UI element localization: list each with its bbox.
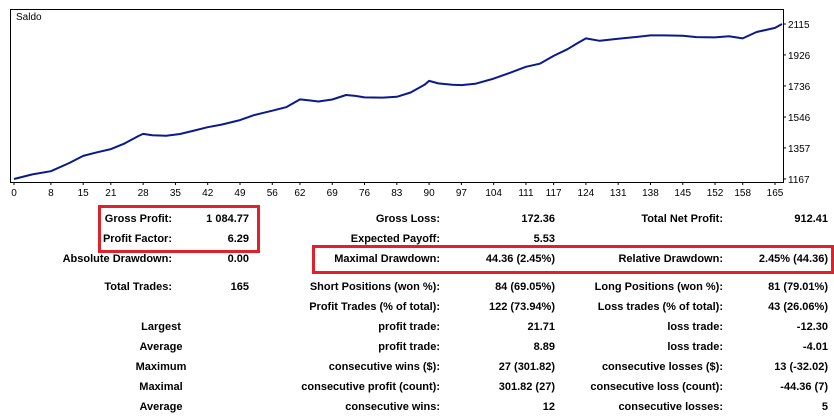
profit-trades-value: 122 (73.94%)	[488, 301, 555, 313]
y-tick-label: 1546	[788, 113, 811, 124]
y-tick-label: 1736	[788, 82, 811, 93]
max-cons-wins-value: 27 (301.82)	[498, 361, 555, 373]
x-tick-label: 76	[359, 188, 371, 199]
highlight-gross-profit-box	[98, 205, 260, 253]
x-tick-label: 83	[391, 188, 403, 199]
maximal-cons-loss-label: consecutive loss (count):	[590, 381, 723, 393]
saldo-series-line	[13, 23, 783, 180]
largest-loss-value: -12.30	[796, 321, 828, 333]
x-tick-label: 145	[674, 188, 691, 199]
x-tick-label: 97	[456, 188, 468, 199]
absolute-drawdown-value: 0.00	[227, 253, 249, 265]
maximal-drawdown-label: Maximal Drawdown:	[334, 253, 440, 265]
loss-trades-value: 43 (26.06%)	[768, 301, 828, 313]
x-tick-label: 104	[485, 188, 502, 199]
x-tick-label: 117	[546, 188, 562, 199]
x-tick-label: 111	[518, 188, 534, 199]
x-tick-label: 90	[424, 188, 436, 199]
max-cons-losses-value: 13 (-32.02)	[774, 361, 828, 373]
y-tick-label: 2115	[788, 20, 810, 31]
average-label: Average	[139, 341, 183, 353]
gross-loss-value: 172.36	[521, 213, 555, 225]
x-tick-label: 138	[642, 188, 659, 199]
avg-cons-wins-label: consecutive wins:	[345, 401, 440, 413]
avg-cons-wins-value: 12	[542, 401, 555, 413]
chart-svg: Saldo 0 8 15 21 28 35 42 49 56 62 69 76 83 90 97 104 111…	[10, 9, 811, 199]
max-cons-wins-label: consecutive wins ($):	[328, 361, 440, 373]
avg-cons-losses-value: 5	[821, 401, 828, 413]
maximal-drawdown-value: 44.36 (2.45%)	[485, 253, 555, 265]
average2-label: Average	[139, 401, 183, 413]
relative-drawdown-value: 2.45% (44.36)	[758, 253, 828, 265]
total-trades-value: 165	[230, 281, 249, 293]
x-tick-label: 28	[138, 188, 150, 199]
gross-loss-label: Gross Loss:	[375, 213, 440, 225]
x-tick-label: 49	[234, 188, 246, 199]
max-cons-losses-label: consecutive losses ($):	[601, 361, 723, 373]
x-tick-label: 15	[78, 188, 90, 199]
average-loss-label: loss trade:	[667, 341, 723, 353]
x-tick-label: 62	[294, 188, 306, 199]
x-axis: 0 8 15 21 28 35 42 49 56 62 69 76 83 90 97 104 111 117 124…	[11, 182, 784, 199]
maximal-cons-profit-value: 301.82 (27)	[498, 381, 555, 393]
loss-trades-label: Loss trades (% of total):	[597, 301, 723, 313]
y-tick-label: 1357	[788, 144, 811, 155]
expected-payoff-label: Expected Payoff:	[350, 233, 440, 245]
x-tick-label: 42	[202, 188, 214, 199]
x-tick-label: 152	[707, 188, 724, 199]
y-tick-label: 1167	[788, 175, 810, 186]
largest-label: Largest	[141, 321, 181, 333]
profit-factor-value: 6.29	[227, 233, 249, 245]
short-positions-value: 84 (69.05%)	[495, 281, 555, 293]
largest-profit-value: 21.71	[527, 321, 555, 333]
maximal-cons-loss-value: -44.36 (7)	[780, 381, 828, 393]
gross-profit-label: Gross Profit:	[104, 213, 172, 225]
x-tick-label: 8	[48, 188, 54, 199]
average-profit-value: 8.89	[533, 341, 555, 353]
gross-profit-value: 1 084.77	[206, 213, 249, 225]
x-tick-label: 35	[170, 188, 182, 199]
short-positions-label: Short Positions (won %):	[309, 281, 440, 293]
saldo-chart: Saldo 0 8 15 21 28 35 42 49 56 62 69 76 83 90 97 104 111…	[0, 0, 834, 202]
expected-payoff-value: 5.53	[533, 233, 555, 245]
total-trades-label: Total Trades:	[104, 281, 172, 293]
highlight-drawdown-box	[312, 245, 834, 274]
x-tick-label: 69	[327, 188, 339, 199]
x-tick-label: 124	[578, 188, 595, 199]
average-profit-label: profit trade:	[378, 341, 440, 353]
maximum-label: Maximum	[135, 361, 187, 373]
profit-factor-label: Profit Factor:	[102, 233, 172, 245]
x-tick-label: 0	[11, 188, 17, 199]
y-tick-label: 1926	[788, 51, 811, 62]
x-tick-label: 165	[767, 188, 784, 199]
total-net-profit-label: Total Net Profit:	[641, 213, 723, 225]
x-tick-label: 56	[267, 188, 279, 199]
maximal-label: Maximal	[139, 381, 183, 393]
relative-drawdown-label: Relative Drawdown:	[618, 253, 723, 265]
avg-cons-losses-label: consecutive losses:	[618, 401, 723, 413]
x-tick-label: 131	[610, 188, 627, 199]
x-tick-label: 158	[734, 188, 751, 199]
total-net-profit-value: 912.41	[794, 213, 828, 225]
long-positions-value: 81 (79.01%)	[768, 281, 828, 293]
largest-profit-label: profit trade:	[378, 321, 440, 333]
profit-trades-label: Profit Trades (% of total):	[309, 301, 440, 313]
average-loss-value: -4.01	[802, 341, 828, 353]
maximal-cons-profit-label: consecutive profit (count):	[301, 381, 440, 393]
absolute-drawdown-label: Absolute Drawdown:	[62, 253, 172, 265]
y-axis: 2115 1926 1736 1546 1357 1167	[783, 20, 811, 186]
chart-title: Saldo	[16, 12, 42, 23]
largest-loss-label: loss trade:	[667, 321, 723, 333]
x-tick-label: 21	[105, 188, 117, 199]
long-positions-label: Long Positions (won %):	[594, 281, 723, 293]
